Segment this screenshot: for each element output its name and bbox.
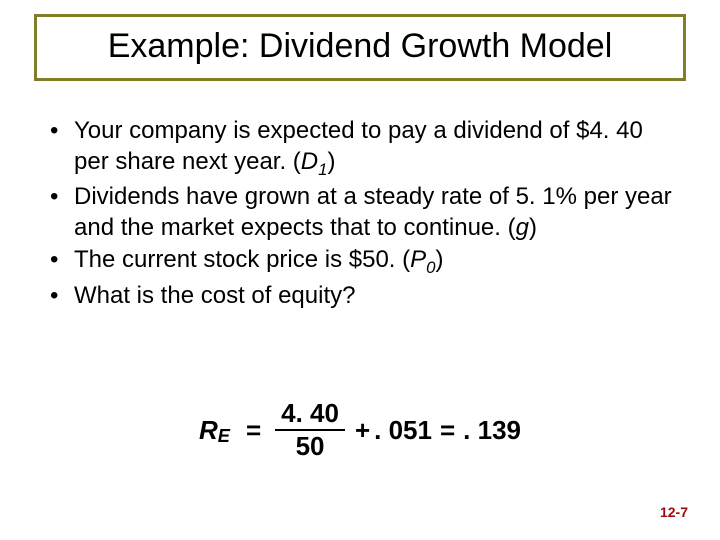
bullet-item: Your company is expected to pay a divide… [48, 116, 680, 180]
bullet-text: The current stock price is $50. ( [74, 246, 410, 273]
bullet-text: What is the cost of equity? [74, 282, 355, 309]
fraction: 4. 40 50 [275, 400, 345, 461]
bullet-item: Dividends have grown at a steady rate of… [48, 182, 680, 243]
bullet-text: ) [529, 214, 537, 241]
equals-sign: = [440, 415, 455, 446]
numerator: 4. 40 [275, 400, 345, 431]
page-number-text: 12-7 [660, 504, 688, 520]
equation-value: . 051 [374, 415, 432, 446]
denominator: 50 [296, 431, 325, 460]
bullet-text: Dividends have grown at a steady rate of… [74, 183, 672, 241]
equation-result: . 139 [463, 415, 521, 446]
equals-sign: = [246, 415, 261, 446]
equation-lhs: RE [199, 415, 238, 446]
equation-symbol: R [199, 415, 218, 446]
bullet-text: Your company is expected to pay a divide… [74, 117, 643, 175]
bullet-item: What is the cost of equity? [48, 281, 680, 312]
bullet-text: ) [436, 246, 444, 273]
bullet-item: The current stock price is $50. (P0) [48, 245, 680, 278]
variable: D [301, 148, 318, 175]
title-box: Example: Dividend Growth Model [34, 14, 686, 81]
variable: P [410, 246, 426, 273]
equation: RE = 4. 40 50 + . 051 = . 139 [0, 400, 720, 461]
variable: g [516, 214, 529, 241]
equation-subscript: E [218, 426, 230, 447]
bullet-text: ) [327, 148, 335, 175]
plus-sign: + [355, 415, 370, 446]
bullet-list: Your company is expected to pay a divide… [48, 116, 680, 313]
subscript: 0 [426, 258, 435, 277]
slide-title: Example: Dividend Growth Model [45, 27, 675, 66]
page-number: 12-7 [660, 504, 688, 520]
